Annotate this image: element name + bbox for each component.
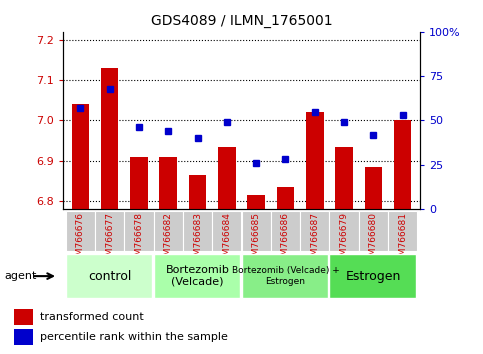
Text: GSM766681: GSM766681 [398,212,407,267]
Bar [124,211,154,251]
Title: GDS4089 / ILMN_1765001: GDS4089 / ILMN_1765001 [151,14,332,28]
Bar [300,211,329,251]
Bar [271,211,300,251]
Bar [183,211,212,251]
Text: GSM766679: GSM766679 [340,212,349,267]
Text: agent: agent [5,271,37,281]
Bar [335,147,353,209]
Text: Bortezomib (Velcade) +
Estrogen: Bortezomib (Velcade) + Estrogen [231,267,340,286]
Text: Bortezomib
(Velcade): Bortezomib (Velcade) [166,265,229,287]
Bar [189,175,206,209]
Text: GSM766682: GSM766682 [164,212,173,267]
Bar [66,254,153,298]
Bar [329,211,359,251]
Text: GSM766684: GSM766684 [222,212,231,267]
Bar [365,167,382,209]
Bar [66,211,95,251]
Text: GSM766683: GSM766683 [193,212,202,267]
Bar [101,68,118,209]
Text: percentile rank within the sample: percentile rank within the sample [41,332,228,342]
Text: GSM766680: GSM766680 [369,212,378,267]
Text: Estrogen: Estrogen [346,270,401,282]
Text: transformed count: transformed count [41,312,144,322]
Bar [14,329,33,345]
Bar [159,156,177,209]
Text: GSM766678: GSM766678 [134,212,143,267]
Bar [218,147,236,209]
Bar [277,187,294,209]
Text: GSM766677: GSM766677 [105,212,114,267]
Bar [394,120,412,209]
Bar [95,211,124,251]
Bar [14,309,33,325]
Bar [359,211,388,251]
Bar [154,254,241,298]
Bar [242,211,271,251]
Bar [247,195,265,209]
Bar [242,254,328,298]
Bar [154,211,183,251]
Bar [329,254,416,298]
Bar [388,211,417,251]
Bar [212,211,242,251]
Bar [130,156,148,209]
Text: GSM766676: GSM766676 [76,212,85,267]
Text: GSM766685: GSM766685 [252,212,261,267]
Text: GSM766686: GSM766686 [281,212,290,267]
Text: GSM766687: GSM766687 [310,212,319,267]
Bar [71,104,89,209]
Bar [306,112,324,209]
Text: control: control [88,270,131,282]
